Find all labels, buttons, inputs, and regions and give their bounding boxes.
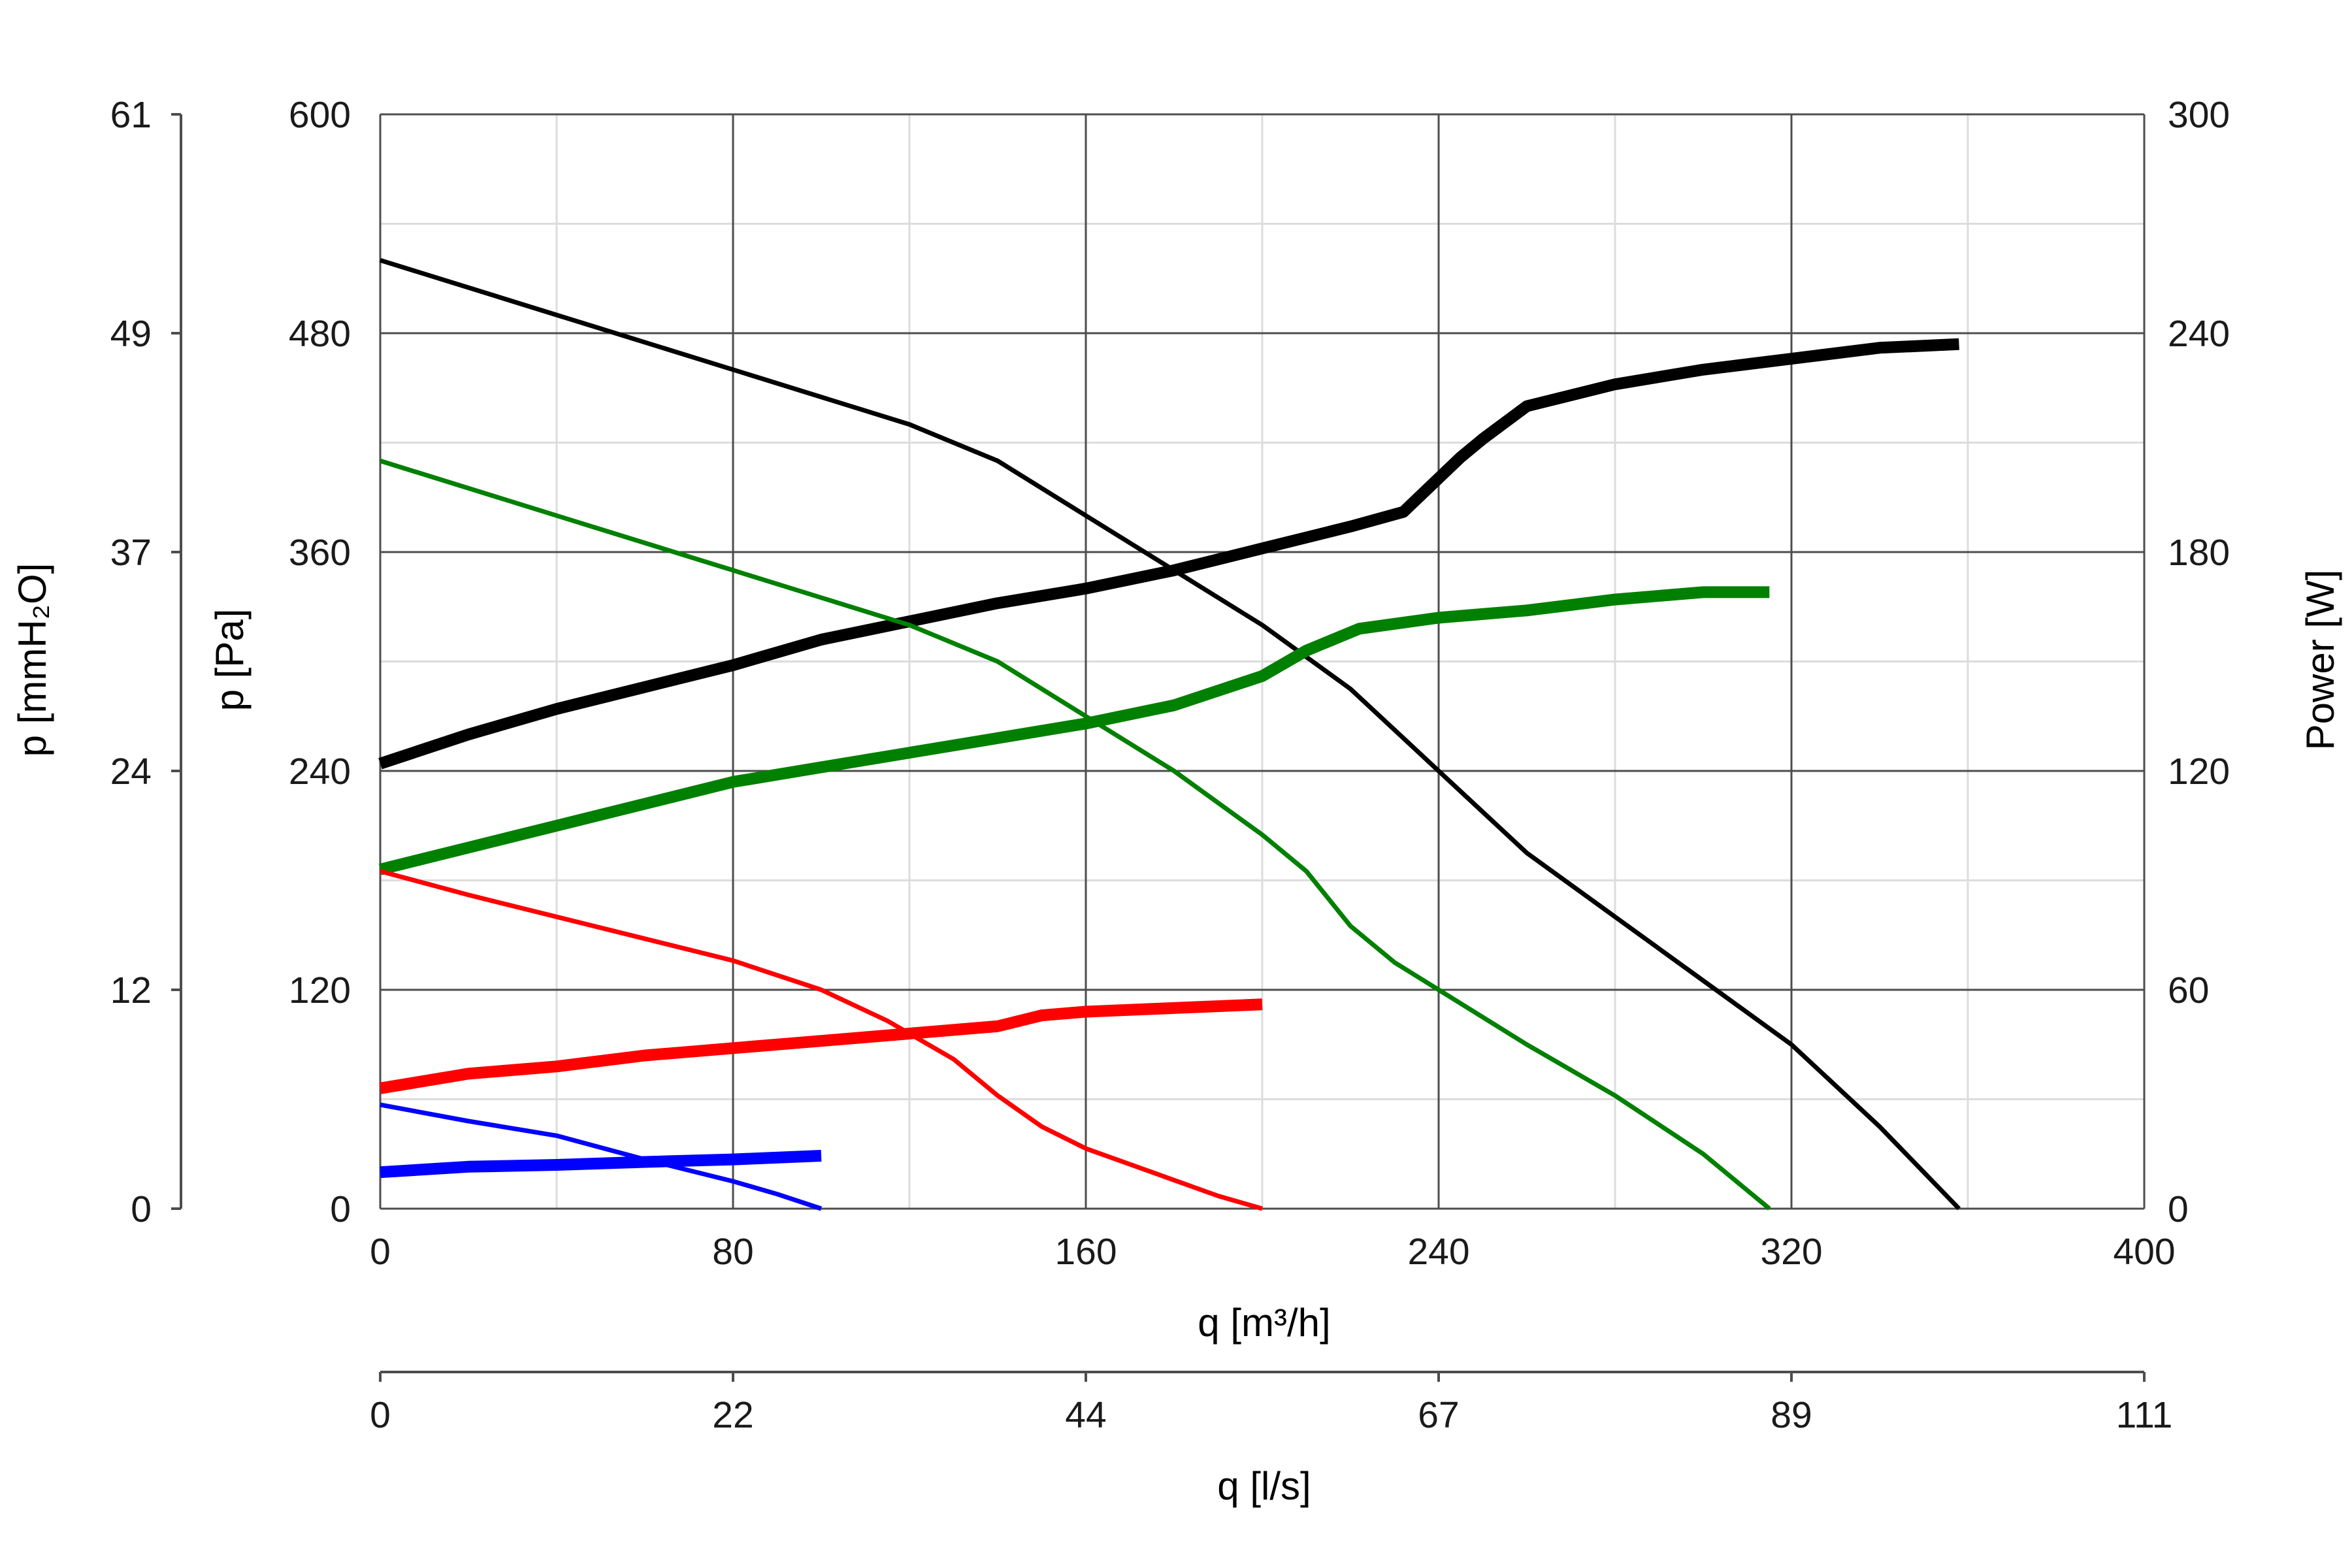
x2-tick-label: 22 [712, 1394, 753, 1436]
y-right-tick-label: 0 [2168, 1188, 2189, 1230]
y-right-axis-label: Power [W] [2298, 570, 2342, 751]
power-curve-5 [379, 998, 1263, 1094]
y-outer-tick-label: 12 [110, 970, 152, 1011]
y-right-tick-label: 300 [2168, 94, 2230, 136]
x2-tick-label: 89 [1771, 1394, 1812, 1436]
y-outer-tick-label: 49 [110, 313, 152, 355]
pressure-curve-0 [379, 257, 1961, 1211]
y-outer-tick-label: 61 [110, 94, 152, 136]
x2-tick-label: 44 [1065, 1394, 1106, 1436]
x2-tick-label: 67 [1418, 1394, 1459, 1436]
y-right-tick-label: 120 [2168, 751, 2230, 792]
x-tick-label: 240 [1407, 1231, 1469, 1273]
y-left-tick-label: 600 [289, 94, 351, 136]
x-tick-label: 0 [370, 1231, 391, 1273]
y-left-axis-label: p [Pa] [208, 609, 252, 711]
x2-axis-label: q [l/s] [1217, 1464, 1311, 1508]
x-tick-label: 320 [1760, 1231, 1822, 1273]
y-left-tick-label: 360 [289, 532, 351, 574]
y-outer-tick-label: 0 [131, 1188, 152, 1230]
y-left-tick-label: 240 [289, 751, 351, 792]
x-tick-label: 160 [1054, 1231, 1117, 1273]
y-right-tick-label: 240 [2168, 313, 2230, 355]
y-left-tick-label: 120 [289, 970, 351, 1011]
minor-gridlines [380, 114, 2144, 1209]
x-axis-label: q [m³/h] [1198, 1301, 1330, 1345]
x-tick-label: 400 [2113, 1231, 2175, 1273]
power-curve-1 [378, 338, 1959, 770]
pressure-curve-2 [379, 459, 1771, 1211]
y-outer-tick-label: 24 [110, 751, 152, 792]
x-tick-label: 80 [712, 1231, 753, 1273]
x2-tick-label: 0 [370, 1394, 391, 1436]
y-left-tick-label: 0 [330, 1188, 351, 1230]
series-group [378, 257, 1961, 1211]
pressure-curve-4 [380, 869, 1263, 1211]
axes [171, 113, 2146, 1382]
y-right-tick-label: 60 [2168, 970, 2209, 1011]
y-outer-tick-label: 37 [110, 532, 152, 574]
y-right-tick-label: 180 [2168, 532, 2230, 574]
power-curve-3 [378, 586, 1770, 875]
y-left-tick-label: 480 [289, 313, 351, 355]
x2-tick-label: 111 [2116, 1394, 2173, 1436]
power-curve-7 [380, 1150, 822, 1179]
y-outer-axis-label: p [mmH₂O] [10, 563, 54, 757]
